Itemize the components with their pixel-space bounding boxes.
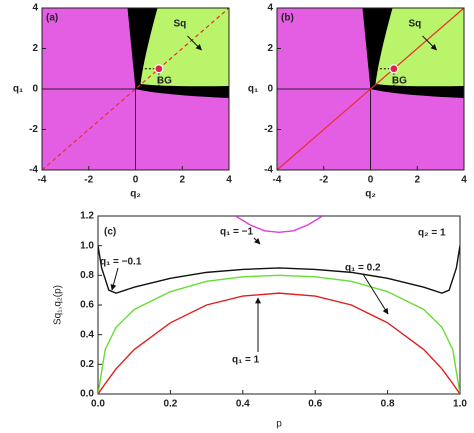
y-tick-label: 0.6 xyxy=(80,300,94,311)
arrow xyxy=(362,273,389,315)
y-tick-label: 4 xyxy=(267,3,273,14)
series-line xyxy=(98,274,460,394)
arrow xyxy=(422,35,437,51)
y-tick-label: 2 xyxy=(32,43,38,54)
series-line xyxy=(235,216,323,234)
series-label: q₁ = −1 xyxy=(220,227,253,238)
series-label: q₁ = 0.2 xyxy=(345,263,381,274)
x-tick-label: -2 xyxy=(319,175,328,186)
arrow xyxy=(253,237,261,245)
y-axis-label: q₁ xyxy=(13,84,23,95)
y-tick-label: 0 xyxy=(267,84,273,95)
frame xyxy=(97,215,461,395)
y-tick-label: 0.2 xyxy=(80,359,94,370)
x-tick-label: 2 xyxy=(179,175,185,186)
series-label: q₁ = −0.1 xyxy=(100,257,142,268)
x-tick-label: -2 xyxy=(84,175,93,186)
arrow xyxy=(187,35,202,51)
x-tick-label: 0 xyxy=(133,175,139,186)
x-tick-label: 1.0 xyxy=(453,399,467,410)
plot-area xyxy=(98,216,460,394)
panel-label: (b) xyxy=(281,13,294,24)
series-line xyxy=(98,245,460,294)
y-tick-label: 0.8 xyxy=(80,270,94,281)
series-label: q₁ = 1 xyxy=(232,355,260,366)
x-tick-label: 2 xyxy=(414,175,420,186)
point-label: BG xyxy=(157,75,172,86)
y-tick-label: -2 xyxy=(264,124,273,135)
x-axis-label: p xyxy=(276,419,282,430)
y-tick-label: -2 xyxy=(29,124,38,135)
x-tick-label: 4 xyxy=(461,175,467,186)
point xyxy=(154,64,164,74)
x-tick-label: 4 xyxy=(226,175,232,186)
y-tick-label: -4 xyxy=(29,165,38,176)
diagonal xyxy=(41,7,230,171)
point-label: BG xyxy=(392,75,407,86)
annotation: q₂ = 1 xyxy=(418,228,446,239)
x-tick-label: 0.6 xyxy=(308,399,322,410)
region-label: Sq xyxy=(409,19,422,30)
x-tick-label: 0 xyxy=(368,175,374,186)
point xyxy=(389,64,399,74)
x-tick-label: -4 xyxy=(38,175,47,186)
y-tick-label: 1.0 xyxy=(80,240,94,251)
x-tick-label: 0.2 xyxy=(163,399,177,410)
series-line xyxy=(98,292,460,394)
y-tick-label: 0.4 xyxy=(80,329,94,340)
y-tick-label: 0 xyxy=(32,84,38,95)
y-tick-label: 4 xyxy=(32,3,38,14)
y-tick-label: 0.0 xyxy=(80,389,94,400)
x-tick-label: -4 xyxy=(273,175,282,186)
y-tick-label: 1.2 xyxy=(80,211,94,222)
region-label: Sq xyxy=(174,19,187,30)
panel-label: (c) xyxy=(104,227,116,238)
y-axis-label: q₁ xyxy=(248,84,258,95)
x-axis-label: q₂ xyxy=(365,189,376,200)
y-tick-label: 2 xyxy=(267,43,273,54)
x-tick-label: 0.8 xyxy=(381,399,395,410)
x-axis-label: q₂ xyxy=(130,189,141,200)
y-tick-label: -4 xyxy=(264,165,273,176)
x-tick-label: 0.0 xyxy=(91,399,105,410)
y-axis-label: Sq₁,q₂(p) xyxy=(53,285,64,325)
arrow xyxy=(110,267,119,291)
panel-label: (a) xyxy=(46,13,58,24)
diagonal xyxy=(276,7,465,171)
x-tick-label: 0.4 xyxy=(236,399,250,410)
